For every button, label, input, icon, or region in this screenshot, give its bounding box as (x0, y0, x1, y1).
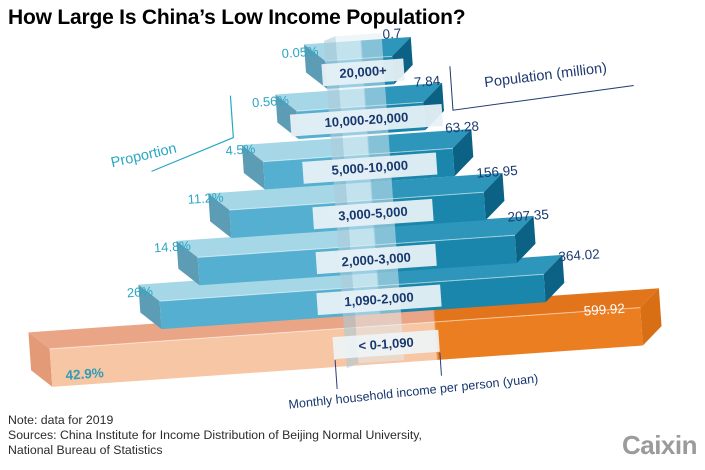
proportion-value-3: 4.5% (225, 141, 256, 158)
pyramid-chart: 20,000+ 10,000-20,000 5,000-10,000 3,000… (0, 26, 705, 420)
proportion-value-5: 14.8% (153, 238, 191, 256)
proportion-value-4: 11.2% (187, 189, 224, 206)
population-value-3: 63.28 (445, 118, 480, 135)
layer-3-right-cap (452, 128, 474, 177)
population-value-6: 364.02 (558, 246, 600, 264)
layer-5-left-cap (176, 240, 200, 286)
pyramid-chart-svg: 20,000+ 10,000-20,000 5,000-10,000 3,000… (28, 26, 662, 412)
proportion-value-2: 0.56% (252, 93, 290, 111)
sources-line-1: Sources: China Institute for Income Dist… (8, 428, 422, 442)
caixin-logo: Caixin (621, 430, 698, 460)
chart-title: How Large Is China’s Low Income Populati… (8, 6, 466, 29)
band-7 (332, 329, 440, 360)
proportion-value-1: 0.05% (281, 43, 319, 61)
layer-6-right-cap (543, 254, 565, 303)
income-label-2: 10,000-20,000 (324, 109, 409, 130)
layer-7-right-cap (640, 288, 662, 346)
income-label-6: 1,090-2,000 (344, 289, 414, 309)
layer-7-left-cap (28, 332, 53, 387)
sources-line-2: National Bureau of Statistics (8, 443, 163, 457)
band-3 (302, 152, 438, 184)
layer-4-right-cap (483, 172, 505, 221)
population-bracket-line (449, 66, 634, 111)
band-4 (312, 198, 434, 230)
band-5 (315, 243, 437, 275)
income-label-4: 3,000-5,000 (338, 204, 408, 224)
layer-1-left-cap (304, 44, 328, 89)
proportion-bracket-line (151, 95, 234, 172)
layer-4-left-cap (208, 193, 232, 238)
income-label-1: 20,000+ (339, 63, 388, 81)
band-1 (321, 58, 405, 87)
population-value-1: 0.7 (382, 28, 402, 42)
income-label-3: 5,000-10,000 (331, 157, 408, 177)
population-value-4: 156.95 (476, 163, 518, 181)
proportion-value-7: 42.9% (65, 365, 104, 383)
proportion-value-6: 26% (126, 284, 153, 301)
income-label-7: < 0-1,090 (358, 335, 414, 354)
band-6 (316, 284, 442, 316)
population-value-5: 207.35 (507, 207, 549, 225)
band-2 (289, 103, 444, 137)
axis-leader-left (334, 359, 338, 389)
axis-label: Monthly household income per person (yua… (288, 372, 539, 412)
footnotes: Note: data for 2019 Sources: China Insti… (8, 413, 422, 458)
layer-5-right-cap (514, 215, 536, 264)
axis-leader-right (439, 352, 442, 376)
income-label-5: 2,000-3,000 (341, 250, 411, 270)
population-value-7: 599.92 (583, 301, 625, 319)
layer-6-left-cap (138, 284, 162, 330)
population-value-2: 7.84 (413, 73, 441, 90)
population-legend: Population (million) (483, 60, 607, 91)
proportion-legend: Proportion (109, 141, 178, 172)
layer-3-left-cap (241, 145, 266, 190)
note-line: Note: data for 2019 (8, 413, 114, 427)
